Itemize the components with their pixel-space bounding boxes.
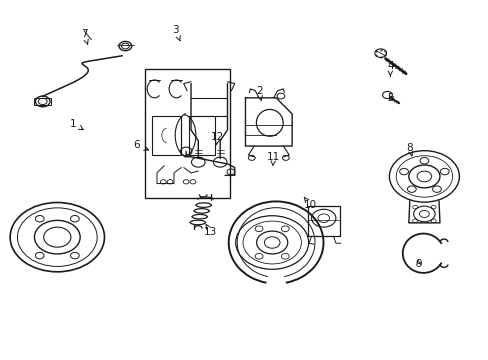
- Text: 9: 9: [414, 259, 421, 269]
- Text: 4: 4: [386, 61, 393, 76]
- Text: 10: 10: [303, 197, 316, 210]
- Bar: [144, 69, 229, 198]
- Text: 8: 8: [406, 143, 412, 156]
- Text: 1: 1: [70, 118, 83, 130]
- Text: 11: 11: [266, 152, 280, 165]
- Text: 7: 7: [81, 28, 88, 44]
- Text: 2: 2: [255, 86, 262, 100]
- Text: 12: 12: [211, 132, 224, 145]
- Text: 3: 3: [172, 25, 180, 41]
- Text: 13: 13: [203, 224, 217, 237]
- Text: 6: 6: [133, 140, 148, 150]
- Text: 5: 5: [386, 93, 393, 103]
- Bar: [34, 98, 51, 105]
